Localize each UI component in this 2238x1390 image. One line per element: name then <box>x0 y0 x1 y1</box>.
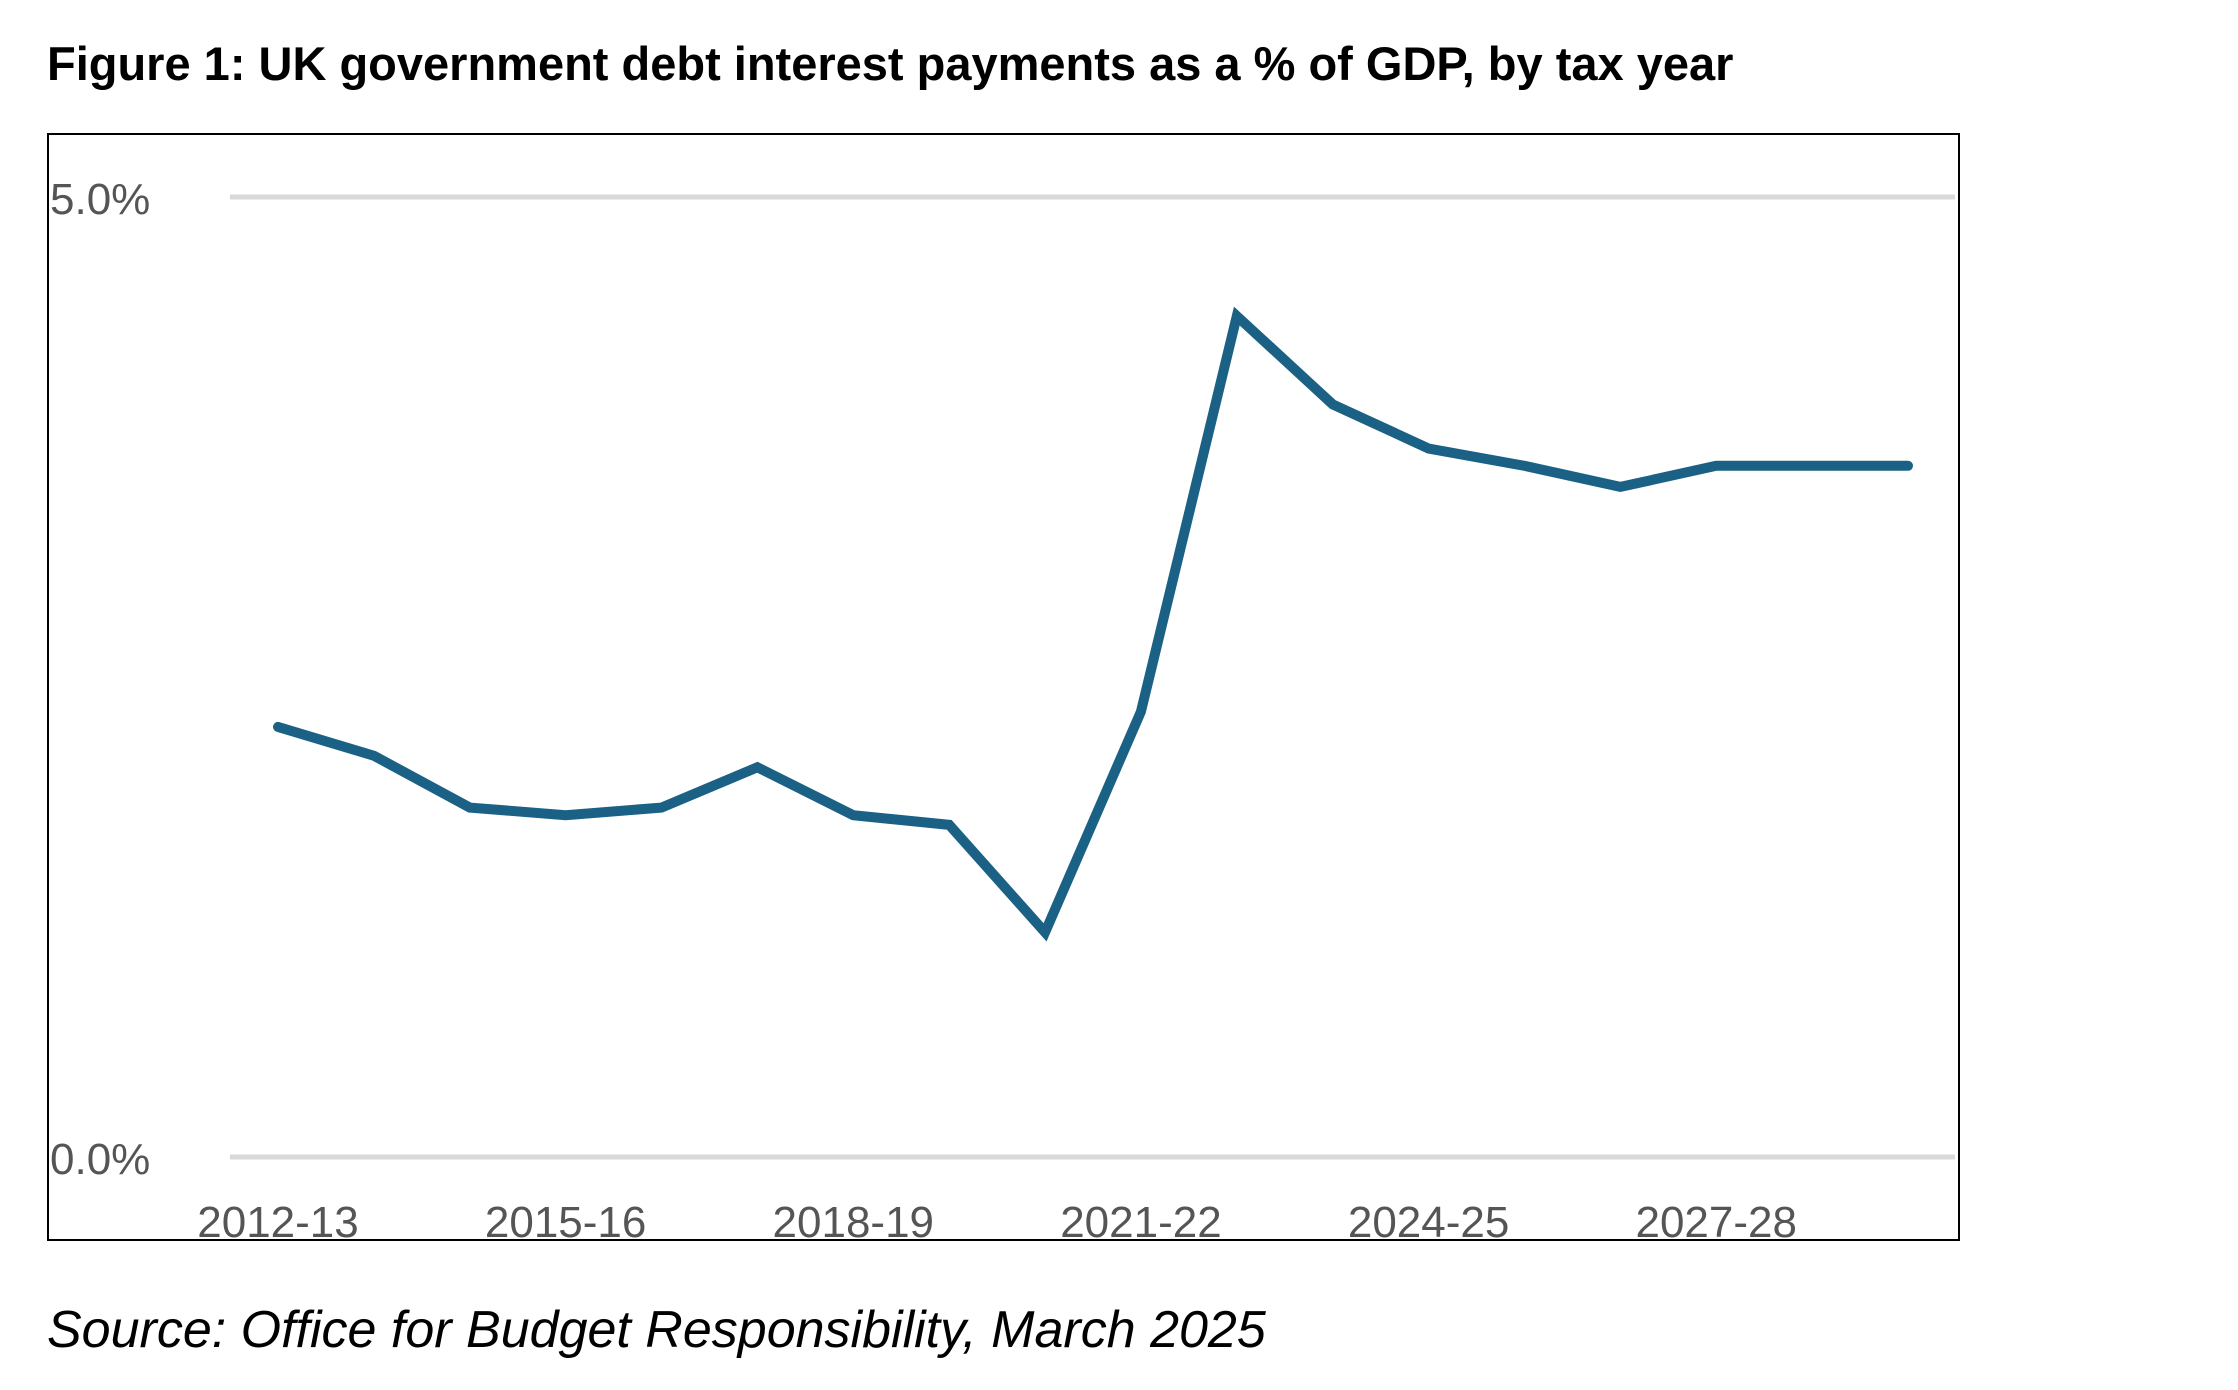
x-tick-label: 2021-22 <box>1060 1198 1221 1247</box>
chart-source: Source: Office for Budget Responsibility… <box>47 1301 1266 1359</box>
x-tick-label: 2012-13 <box>197 1198 358 1247</box>
series-line <box>273 306 1913 942</box>
y-tick-label: 5.0% <box>50 175 150 224</box>
x-tick-label: 2018-19 <box>773 1198 934 1247</box>
chart-title: Figure 1: UK government debt interest pa… <box>47 37 1734 90</box>
x-tick-label: 2024-25 <box>1348 1198 1509 1247</box>
x-tick-label: 2015-16 <box>485 1198 646 1247</box>
x-tick-label: 2027-28 <box>1635 1198 1796 1247</box>
y-tick-label: 0.0% <box>50 1135 150 1184</box>
chart-frame <box>47 133 1960 1241</box>
